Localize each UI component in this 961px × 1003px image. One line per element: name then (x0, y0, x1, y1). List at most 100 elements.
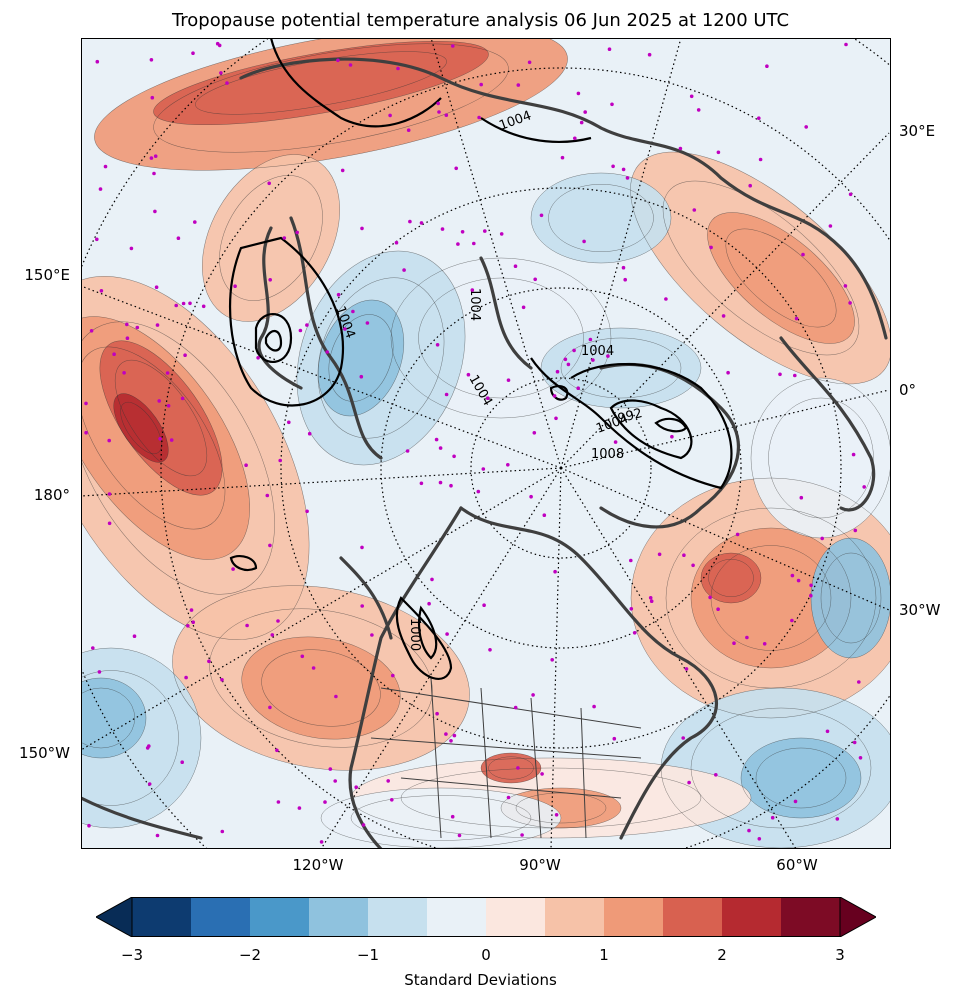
station-marker (657, 552, 662, 557)
station-marker (758, 157, 763, 162)
station-marker (708, 595, 712, 600)
station-marker (438, 446, 443, 450)
station-marker (444, 113, 449, 117)
station-marker (217, 43, 222, 48)
station-marker (125, 336, 130, 341)
station-marker (552, 394, 557, 398)
station-marker (488, 648, 492, 652)
thin-contour (296, 250, 466, 466)
station-marker (84, 430, 88, 435)
station-marker (191, 51, 195, 55)
station-marker (554, 416, 558, 421)
station-marker (95, 59, 100, 64)
thin-contour (350, 795, 532, 841)
colorbar-tick: 1 (599, 946, 609, 964)
station-marker (449, 739, 453, 743)
thin-contour (261, 649, 381, 727)
station-marker (406, 128, 411, 132)
station-marker (365, 321, 370, 325)
station-marker (648, 596, 653, 600)
station-marker (804, 125, 808, 129)
station-marker (270, 633, 275, 637)
lon-label-120w: 120°W (292, 856, 344, 874)
station-marker (336, 292, 341, 297)
station-marker (150, 95, 155, 100)
thin-contour (708, 559, 754, 597)
station-marker (801, 252, 805, 257)
station-marker (343, 327, 347, 331)
station-marker (207, 659, 211, 664)
pressure-contour (654, 417, 688, 433)
state-border (530, 697, 542, 839)
station-marker (799, 495, 804, 500)
station-marker (790, 618, 794, 623)
station-marker (592, 704, 596, 709)
station-marker (472, 241, 476, 246)
station-marker (844, 42, 848, 47)
anomaly-region (531, 173, 671, 263)
colorbar-segment (781, 897, 840, 937)
station-marker (531, 693, 535, 697)
station-marker (276, 619, 280, 623)
station-marker (430, 577, 434, 582)
thin-contour (488, 756, 534, 780)
colorbar-segment (604, 897, 663, 937)
thin-contours (81, 38, 891, 849)
station-marker (154, 285, 159, 289)
station-marker (757, 116, 761, 120)
station-marker (191, 620, 195, 624)
station-marker (691, 563, 695, 568)
coastline (479, 256, 533, 370)
thin-contour (810, 537, 891, 659)
thin-contour (662, 180, 860, 356)
station-marker (219, 71, 223, 75)
station-marker (233, 284, 237, 288)
colorbar-extend-low (94, 896, 133, 938)
station-marker (862, 485, 866, 489)
station-marker (391, 673, 395, 678)
station-marker (716, 607, 720, 611)
station-marker (386, 779, 391, 783)
station-marker (796, 578, 801, 583)
station-marker (848, 301, 852, 305)
station-marker (132, 634, 137, 638)
coastline (348, 506, 463, 849)
meridian (430, 38, 562, 469)
lon-label-30w: 30°W (899, 601, 941, 619)
station-marker (336, 58, 340, 63)
station-marker (520, 833, 524, 837)
lon-label-150e: 150°E (24, 266, 70, 284)
colorbar-segment (545, 897, 604, 937)
station-marker (122, 371, 126, 375)
thin-contour (755, 747, 847, 809)
station-marker (689, 94, 694, 99)
station-marker (649, 599, 654, 603)
coastline (339, 556, 393, 640)
anomaly-region (707, 212, 855, 344)
station-marker (610, 102, 614, 107)
thin-contour (418, 277, 584, 399)
station-marker (107, 438, 111, 443)
station-marker (506, 795, 511, 800)
station-marker (482, 603, 486, 607)
station-marker (298, 328, 303, 333)
pressure-contour (269, 38, 442, 128)
colorbar-segment (191, 897, 250, 937)
station-marker (778, 372, 782, 377)
pressure-contour-label: 1004 (581, 344, 614, 359)
station-marker (696, 108, 701, 112)
pressure-contours (228, 38, 733, 680)
pressure-contour (264, 330, 283, 352)
station-marker (444, 732, 448, 736)
lon-label-150w: 150°W (19, 744, 70, 762)
pressure-contour-label: 1004 (467, 288, 482, 321)
station-marker (87, 823, 91, 828)
station-marker (98, 187, 103, 191)
station-marker (612, 736, 617, 741)
station-marker (721, 314, 726, 318)
colorbar-segment (368, 897, 427, 937)
station-marker (678, 146, 683, 151)
station-marker (361, 823, 366, 827)
pressure-contour (395, 596, 453, 680)
station-marker (300, 654, 305, 659)
